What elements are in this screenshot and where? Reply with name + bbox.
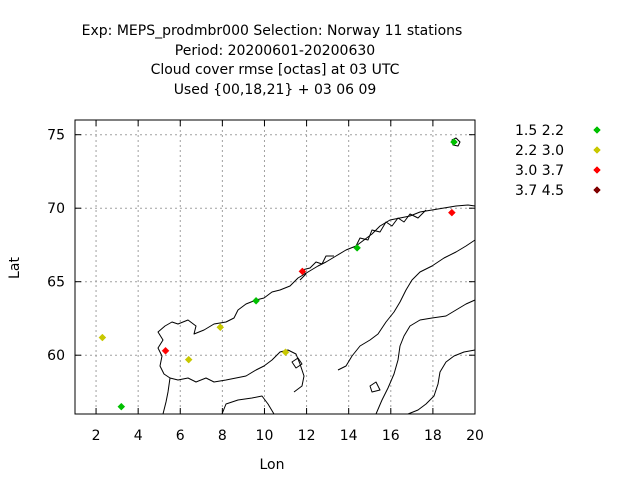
- station-point: [98, 333, 107, 342]
- x-tick-label: 14: [340, 428, 358, 444]
- chart-title-line2: Period: 20200601-20200630: [175, 43, 375, 59]
- legend-marker: [593, 186, 601, 194]
- plot-frame: [74, 119, 476, 415]
- station-point: [447, 208, 456, 217]
- station-point: [161, 346, 170, 355]
- chart-title-line1: Exp: MEPS_prodmbr000 Selection: Norway 1…: [82, 23, 463, 39]
- y-tick-label: 75: [47, 128, 65, 144]
- y-tick-label: 70: [47, 201, 65, 217]
- map-coastline: [157, 137, 476, 415]
- x-tick-label: 8: [218, 428, 227, 444]
- y-axis-label: Lat: [7, 257, 23, 279]
- x-tick-label: 6: [176, 428, 185, 444]
- legend-marker: [593, 146, 601, 154]
- grid-layer: [75, 120, 476, 414]
- legend: 1.5 2.2 2.2 3.0 3.0 3.7 3.7 4.5: [515, 123, 601, 199]
- chart-title-line4: Used {00,18,21} + 03 06 09: [174, 82, 377, 98]
- legend-marker: [593, 126, 601, 134]
- x-tick-label: 12: [298, 428, 316, 444]
- legend-label: 3.0 3.7: [515, 163, 564, 179]
- station-point: [117, 402, 126, 411]
- x-tick-label: 4: [134, 428, 143, 444]
- station-point: [184, 355, 193, 364]
- station-point: [353, 244, 361, 252]
- station-point: [252, 296, 260, 305]
- legend-marker: [593, 166, 601, 174]
- x-tick-label: 2: [92, 428, 101, 444]
- legend-label: 3.7 4.5: [515, 183, 564, 199]
- x-tick-label: 10: [256, 428, 274, 444]
- station-point: [216, 323, 225, 332]
- points-layer: [98, 138, 458, 411]
- axes-layer: 2 4 6 8 10 12 14 16 18 20 60 65 70 75: [47, 119, 484, 444]
- station-point: [450, 138, 458, 146]
- x-axis-label: Lon: [260, 457, 285, 473]
- chart-title-line3: Cloud cover rmse [octas] at 03 UTC: [151, 62, 400, 78]
- x-tick-label: 20: [466, 428, 484, 444]
- x-tick-label: 16: [382, 428, 400, 444]
- y-tick-label: 65: [47, 275, 65, 291]
- station-point: [281, 348, 290, 357]
- station-point: [298, 267, 307, 276]
- legend-label: 1.5 2.2: [515, 123, 564, 139]
- legend-label: 2.2 3.0: [515, 143, 564, 159]
- x-tick-label: 18: [424, 428, 442, 444]
- y-tick-label: 60: [47, 348, 65, 364]
